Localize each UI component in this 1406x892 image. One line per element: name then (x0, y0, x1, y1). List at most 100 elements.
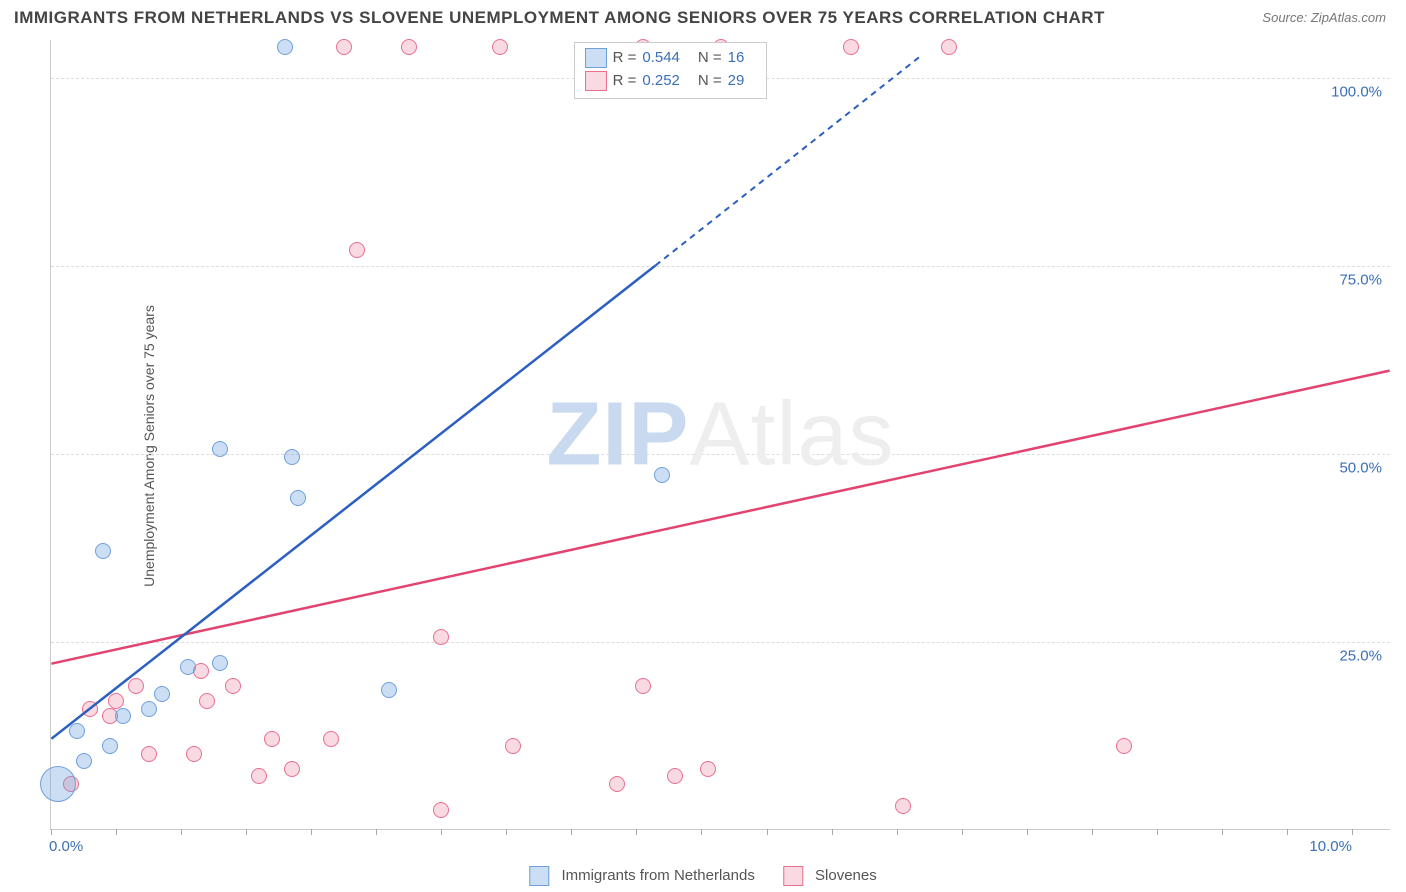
scatter-point-blue (277, 39, 293, 55)
scatter-point-pink (349, 242, 365, 258)
legend-row-pink: R = 0.252 N = 29 (585, 70, 757, 93)
scatter-point-pink (141, 746, 157, 762)
scatter-point-blue (76, 753, 92, 769)
scatter-point-blue (212, 441, 228, 457)
scatter-point-pink (433, 629, 449, 645)
scatter-point-blue (212, 655, 228, 671)
legend-swatch-pink (585, 71, 607, 91)
x-tick (1287, 829, 1288, 835)
gridline (51, 454, 1390, 455)
x-tick (181, 829, 182, 835)
x-tick (51, 829, 52, 835)
x-tick (897, 829, 898, 835)
scatter-plot-area: ZIPAtlas R = 0.544 N = 16 R = 0.252 N = … (50, 40, 1390, 830)
scatter-point-blue (654, 467, 670, 483)
scatter-point-blue (115, 708, 131, 724)
x-tick (1092, 829, 1093, 835)
scatter-point-pink (505, 738, 521, 754)
watermark-rest: Atlas (689, 384, 894, 484)
scatter-point-pink (635, 678, 651, 694)
scatter-point-blue (290, 490, 306, 506)
scatter-point-pink (667, 768, 683, 784)
trend-line-blue (51, 265, 655, 738)
scatter-point-blue (180, 659, 196, 675)
source-attribution: Source: ZipAtlas.com (1262, 10, 1386, 25)
scatter-point-pink (82, 701, 98, 717)
gridline (51, 642, 1390, 643)
n-label: N = (698, 70, 722, 93)
scatter-point-blue (154, 686, 170, 702)
x-tick (376, 829, 377, 835)
scatter-point-pink (225, 678, 241, 694)
scatter-point-pink (433, 802, 449, 818)
y-tick-label: 100.0% (1331, 83, 1382, 100)
x-tick (1027, 829, 1028, 835)
scatter-point-pink (700, 761, 716, 777)
scatter-point-pink (251, 768, 267, 784)
x-tick (767, 829, 768, 835)
y-tick-label: 75.0% (1339, 271, 1382, 288)
x-tick (1222, 829, 1223, 835)
x-tick-label: 10.0% (1309, 838, 1352, 855)
x-tick (311, 829, 312, 835)
scatter-point-pink (492, 39, 508, 55)
legend-swatch-icon (783, 866, 803, 886)
scatter-point-pink (609, 776, 625, 792)
scatter-point-blue (141, 701, 157, 717)
scatter-point-pink (843, 39, 859, 55)
y-tick-label: 50.0% (1339, 459, 1382, 476)
x-tick (1157, 829, 1158, 835)
n-value-blue: 16 (728, 47, 745, 70)
x-tick (636, 829, 637, 835)
legend-item-blue: Immigrants from Netherlands (529, 866, 755, 886)
scatter-point-blue (284, 449, 300, 465)
legend-label-blue: Immigrants from Netherlands (561, 867, 754, 884)
gridline (51, 266, 1390, 267)
scatter-point-pink (401, 39, 417, 55)
scatter-point-pink (264, 731, 280, 747)
r-label: R = (613, 70, 637, 93)
legend-swatch-blue (585, 48, 607, 68)
scatter-point-pink (336, 39, 352, 55)
x-tick (571, 829, 572, 835)
scatter-point-blue (102, 738, 118, 754)
chart-title: IMMIGRANTS FROM NETHERLANDS VS SLOVENE U… (14, 8, 1105, 28)
n-value-pink: 29 (728, 70, 745, 93)
scatter-point-pink (941, 39, 957, 55)
scatter-point-blue (381, 682, 397, 698)
source-label: Source: (1262, 10, 1307, 25)
trend-line-pink (51, 371, 1389, 664)
x-tick (246, 829, 247, 835)
watermark: ZIPAtlas (546, 383, 894, 486)
scatter-point-pink (199, 693, 215, 709)
x-tick-label: 0.0% (49, 838, 83, 855)
r-value-pink: 0.252 (642, 70, 680, 93)
x-tick (832, 829, 833, 835)
x-tick (441, 829, 442, 835)
scatter-point-blue (69, 723, 85, 739)
series-legend: Immigrants from Netherlands Slovenes (529, 866, 876, 886)
scatter-point-pink (284, 761, 300, 777)
x-tick (506, 829, 507, 835)
correlation-legend: R = 0.544 N = 16 R = 0.252 N = 29 (574, 42, 768, 99)
scatter-point-pink (1116, 738, 1132, 754)
scatter-point-pink (323, 731, 339, 747)
n-label: N = (698, 47, 722, 70)
r-label: R = (613, 47, 637, 70)
x-tick (1352, 829, 1353, 835)
scatter-point-blue (95, 543, 111, 559)
trend-lines-layer (51, 40, 1390, 829)
legend-swatch-icon (529, 866, 549, 886)
scatter-point-pink (108, 693, 124, 709)
legend-row-blue: R = 0.544 N = 16 (585, 47, 757, 70)
legend-label-pink: Slovenes (815, 867, 877, 884)
x-tick (116, 829, 117, 835)
x-tick (701, 829, 702, 835)
scatter-point-blue (40, 766, 76, 802)
legend-item-pink: Slovenes (783, 866, 877, 886)
scatter-point-pink (128, 678, 144, 694)
x-tick (962, 829, 963, 835)
source-value: ZipAtlas.com (1311, 10, 1386, 25)
scatter-point-pink (186, 746, 202, 762)
y-tick-label: 25.0% (1339, 647, 1382, 664)
